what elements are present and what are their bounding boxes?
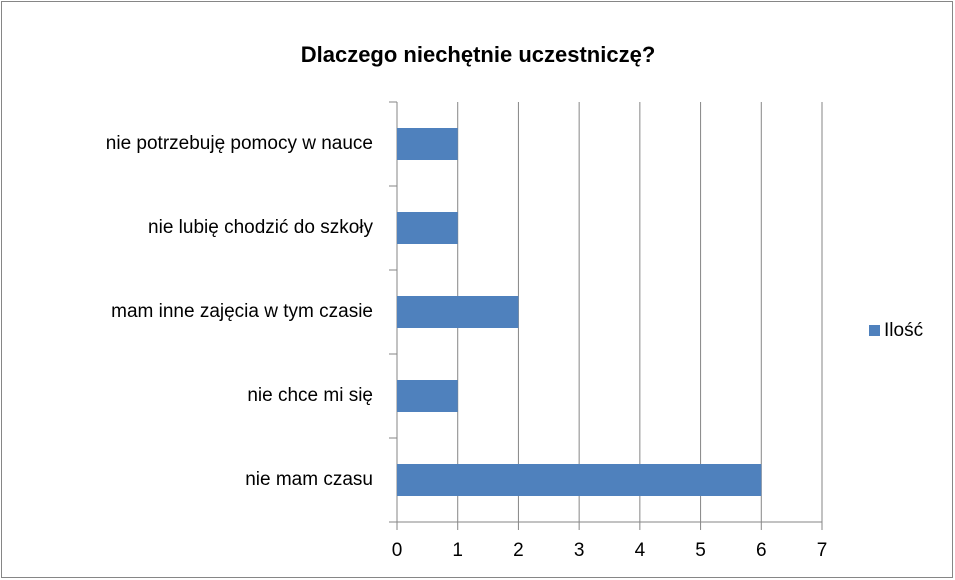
x-tick-label: 3 bbox=[574, 540, 585, 561]
legend-swatch bbox=[869, 325, 880, 336]
y-tick-label: nie potrzebuję pomocy w nauce bbox=[106, 133, 373, 154]
x-tick-label: 5 bbox=[695, 540, 706, 561]
y-tick-label: nie lubię chodzić do szkoły bbox=[148, 217, 373, 238]
y-tick-label: mam inne zajęcia w tym czasie bbox=[111, 301, 373, 322]
chart-title: Dlaczego niechętnie uczestniczę? bbox=[301, 42, 656, 67]
y-tick-label: nie mam czasu bbox=[245, 469, 373, 490]
x-tick-label: 2 bbox=[513, 540, 524, 561]
legend-label: Ilość bbox=[884, 320, 923, 341]
bar bbox=[397, 212, 458, 244]
bar bbox=[397, 464, 762, 496]
y-tick-label: nie chce mi się bbox=[247, 385, 373, 406]
x-tick-label: 4 bbox=[635, 540, 646, 561]
x-tick-label: 0 bbox=[392, 540, 403, 561]
x-tick-label: 7 bbox=[817, 540, 828, 561]
bar bbox=[397, 380, 458, 412]
x-tick-label: 1 bbox=[452, 540, 463, 561]
bar bbox=[397, 296, 519, 328]
bar bbox=[397, 128, 458, 160]
x-tick-label: 6 bbox=[756, 540, 767, 561]
